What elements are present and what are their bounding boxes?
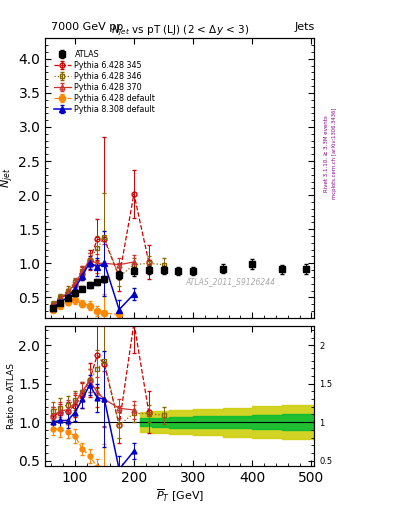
Y-axis label: $N_{jet}$: $N_{jet}$ <box>0 168 16 188</box>
Text: mcplots.cern.ch [arXiv:1306.3436]: mcplots.cern.ch [arXiv:1306.3436] <box>332 108 337 199</box>
Title: $N_{jet}$ vs pT (LJ) (2 < $\Delta y$ < 3): $N_{jet}$ vs pT (LJ) (2 < $\Delta y$ < 3… <box>111 24 249 38</box>
Text: Jets: Jets <box>294 22 314 32</box>
Y-axis label: Ratio to ATLAS: Ratio to ATLAS <box>7 363 16 429</box>
Text: Rivet 3.1.10, ≥ 3.3M events: Rivet 3.1.10, ≥ 3.3M events <box>324 115 329 192</box>
Text: ATLAS_2011_S9126244: ATLAS_2011_S9126244 <box>185 278 275 286</box>
Text: 7000 GeV pp: 7000 GeV pp <box>51 22 123 32</box>
Legend: ATLAS, Pythia 6.428 345, Pythia 6.428 346, Pythia 6.428 370, Pythia 6.428 defaul: ATLAS, Pythia 6.428 345, Pythia 6.428 34… <box>52 48 157 115</box>
X-axis label: $\overline{P}_T$ [GeV]: $\overline{P}_T$ [GeV] <box>156 487 204 504</box>
